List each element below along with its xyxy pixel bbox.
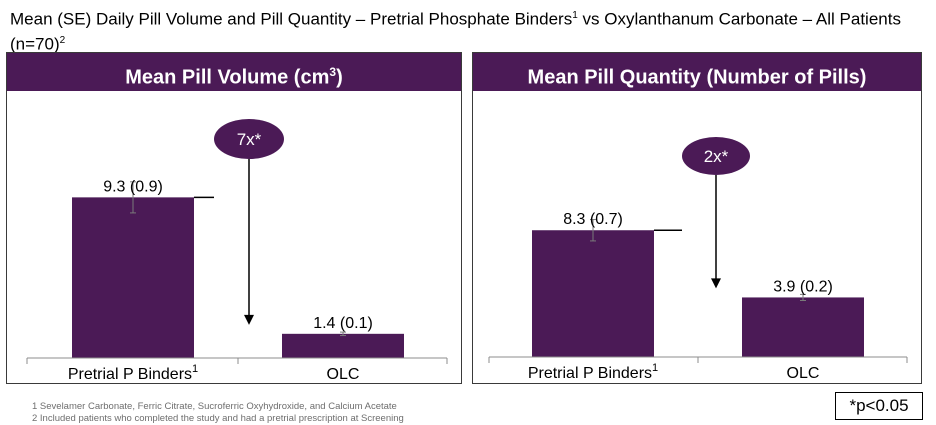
pill-quantity-comparison-badge [682, 137, 750, 175]
pill-volume-title-end: ) [336, 66, 343, 89]
pill-volume-data-label-1: 9.3 (0.9) [103, 178, 163, 195]
pill-quantity-data-label-2: 3.9 (0.2) [773, 278, 833, 295]
pill-quantity-category-superscript-1: 1 [652, 362, 658, 374]
pill-volume-category-superscript-1: 1 [192, 363, 198, 375]
footnote-1: 1 Sevelamer Carbonate, Ferric Citrate, S… [32, 401, 397, 412]
pill-volume-title-superscript: 3 [329, 65, 337, 79]
pill-quantity-category-label-1: Pretrial P Binders1 [528, 362, 658, 382]
pill-quantity-chart-title: Mean Pill Quantity (Number of Pills) [473, 53, 921, 91]
pill-quantity-category-label-2: OLC [787, 365, 820, 382]
pill-quantity-title-text: Mean Pill Quantity (Number of Pills) [527, 66, 867, 89]
footnote-2: 2 Included patients who completed the st… [32, 413, 404, 424]
pill-volume-panel: Mean Pill Volume (cm3) 9.3 (0.9) Pretrial… [6, 52, 462, 384]
pill-volume-bar-1 [72, 197, 194, 358]
pill-volume-title-text: Mean Pill Volume (cm [125, 66, 330, 89]
pill-volume-comparison-label: 7x* [237, 130, 262, 149]
pill-volume-category-label-2: OLC [327, 366, 360, 382]
pill-quantity-panel: Mean Pill Quantity (Number of Pills) 8.3… [472, 52, 922, 384]
page-title-superscript-2: 2 [59, 34, 66, 46]
pill-volume-bar-2 [282, 333, 404, 358]
footnotes: 1 Sevelamer Carbonate, Ferric Citrate, S… [32, 401, 404, 425]
pill-volume-comparison-badge [214, 119, 284, 159]
pill-quantity-bar-1 [532, 230, 654, 357]
page-title-text-continued: vs Oxylanthanum Carbonate – All Patients… [10, 9, 901, 54]
pill-volume-data-label-2: 1.4 (0.1) [313, 315, 373, 332]
page-title-text: Mean (SE) Daily Pill Volume and Pill Qua… [10, 9, 573, 29]
pill-volume-chart-title: Mean Pill Volume (cm3) [7, 53, 461, 91]
significance-note: *p<0.05 [835, 392, 923, 420]
pill-volume-category-label-1: Pretrial P Binders1 [68, 363, 198, 382]
pill-volume-chart: 9.3 (0.9)Pretrial P Binders1(Screening)1… [26, 119, 448, 382]
pill-quantity-comparison-label: 2x* [704, 147, 729, 166]
pill-quantity-data-label-1: 8.3 (0.7) [563, 211, 623, 228]
pill-volume-comparison-arrowhead [244, 314, 254, 325]
page-title: Mean (SE) Daily Pill Volume and Pill Qua… [10, 5, 920, 54]
pill-quantity-comparison-arrowhead [711, 278, 721, 289]
page-title-superscript: 1 [572, 10, 578, 21]
pill-quantity-bar-2 [742, 297, 864, 357]
pill-quantity-chart: 8.3 (0.7)Pretrial P Binders1(Screening)3… [488, 137, 908, 382]
